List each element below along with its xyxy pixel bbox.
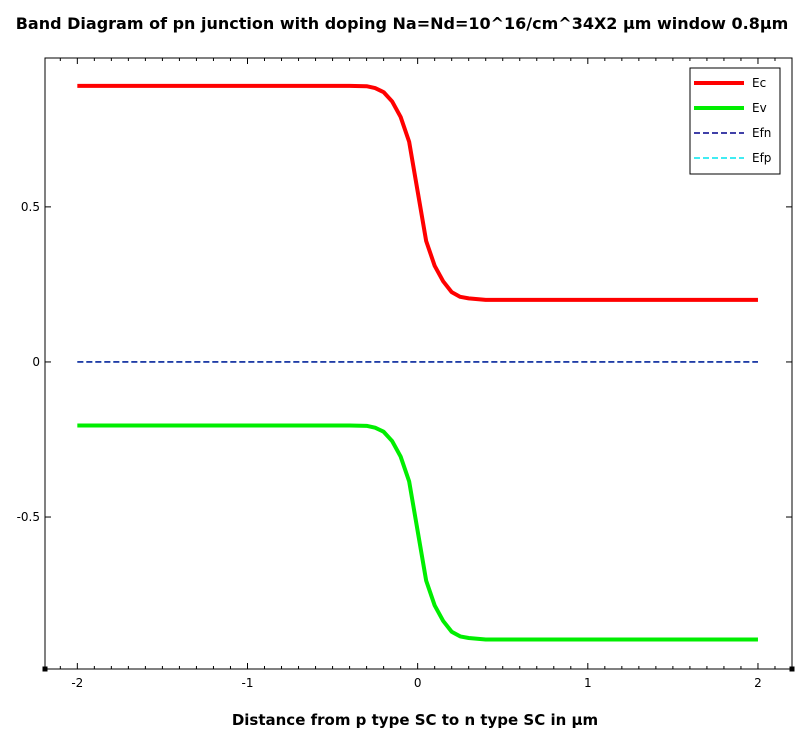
series-line-ev	[77, 423, 758, 642]
chart-title: Band Diagram of pn junction with doping …	[16, 14, 789, 33]
y-tick-label: 0.5	[21, 200, 40, 214]
legend-label-ev: Ev	[752, 101, 767, 115]
axis-corner-marker	[789, 666, 795, 672]
plot-frame	[44, 57, 793, 670]
x-tick-label: 2	[754, 676, 762, 690]
legend-box	[689, 67, 781, 175]
legend-label-ec: Ec	[752, 76, 766, 90]
axis-ticks: -2 -1 0 1 2 -0.5 0 0.5	[17, 58, 795, 690]
legend-label-efn: Efn	[752, 126, 771, 140]
y-tick-label: -0.5	[17, 510, 40, 524]
x-tick-label: 0	[414, 676, 422, 690]
legend-label-efp: Efp	[752, 151, 771, 165]
x-tick-label: -2	[71, 676, 83, 690]
series-line-ec	[77, 83, 758, 302]
legend: Ec Ev Efn Efp	[689, 67, 781, 175]
series-layer	[77, 83, 758, 642]
axis-corner-marker	[42, 666, 48, 672]
y-tick-label: 0	[32, 355, 40, 369]
x-tick-label: 1	[584, 676, 592, 690]
x-tick-label: -1	[242, 676, 254, 690]
x-axis-label: Distance from p type SC to n type SC in …	[232, 711, 598, 729]
